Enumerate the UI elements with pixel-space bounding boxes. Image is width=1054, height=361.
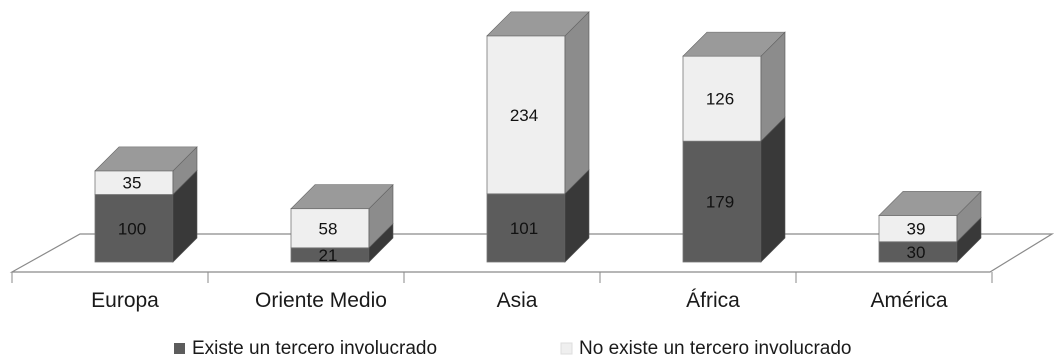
data-label: 35 bbox=[123, 174, 142, 193]
bar-stack-2 bbox=[486, 11, 590, 263]
bar-segment bbox=[290, 223, 394, 263]
legend-swatch bbox=[174, 343, 185, 354]
value-labels: 100 35 21 58 101 234 179 126 30 39 bbox=[118, 90, 926, 265]
bar-segment bbox=[878, 217, 982, 263]
data-label: 179 bbox=[706, 193, 734, 212]
category-label: América bbox=[870, 289, 947, 312]
bar-segment bbox=[682, 116, 786, 263]
bar-segment bbox=[682, 31, 786, 142]
category-label: Oriente Medio bbox=[255, 289, 387, 312]
category-label: Europa bbox=[91, 289, 159, 312]
data-label: 30 bbox=[907, 243, 926, 262]
data-label: 21 bbox=[319, 246, 338, 265]
bar-segment bbox=[878, 190, 982, 243]
data-label: 234 bbox=[510, 106, 538, 125]
bar-front bbox=[682, 140, 762, 263]
legend-swatch bbox=[560, 342, 573, 355]
category-axis-labels: Europa Oriente Medio Asia África América bbox=[91, 289, 948, 312]
bar-stack-3 bbox=[682, 31, 786, 263]
data-label: 58 bbox=[319, 219, 338, 238]
bar-stack-0 bbox=[94, 146, 198, 263]
data-label: 100 bbox=[118, 219, 146, 238]
bar-segment bbox=[290, 183, 394, 249]
data-label: 39 bbox=[907, 220, 926, 239]
bar-front bbox=[486, 193, 566, 263]
legend: Existe un tercero involucrado No existe u… bbox=[174, 338, 851, 359]
bar-side bbox=[760, 116, 786, 263]
bar-front bbox=[290, 208, 370, 249]
bars-layer bbox=[94, 11, 982, 263]
legend-label: Existe un tercero involucrado bbox=[192, 338, 437, 359]
bar-top bbox=[290, 184, 394, 209]
bar-segment bbox=[486, 169, 590, 263]
bar-front bbox=[682, 55, 762, 142]
bar-top bbox=[682, 31, 786, 57]
data-label: 101 bbox=[510, 219, 538, 238]
category-label: Asia bbox=[497, 289, 538, 312]
bar-stack-1 bbox=[290, 183, 394, 263]
bar-segment bbox=[94, 146, 198, 196]
bar-segment bbox=[486, 11, 590, 195]
bar-top bbox=[94, 146, 198, 172]
bar-front bbox=[486, 35, 566, 195]
data-label: 126 bbox=[706, 90, 734, 109]
bar-front bbox=[878, 215, 958, 243]
bar-side bbox=[564, 11, 590, 195]
legend-label: No existe un tercero involucrado bbox=[579, 338, 851, 359]
bar-top bbox=[486, 11, 590, 37]
bar-top bbox=[878, 191, 982, 216]
bar-stack-4 bbox=[878, 190, 982, 263]
category-label: África bbox=[686, 289, 740, 312]
